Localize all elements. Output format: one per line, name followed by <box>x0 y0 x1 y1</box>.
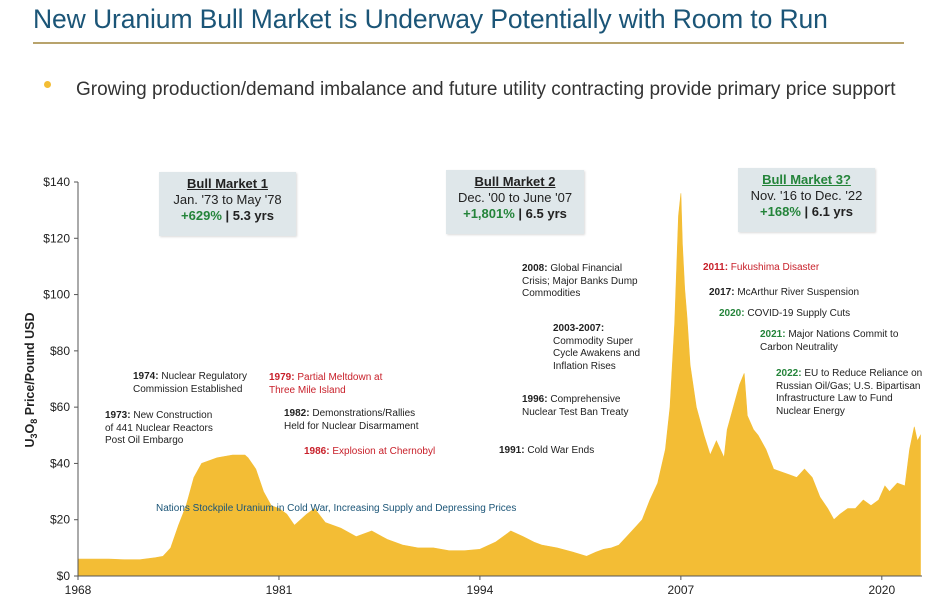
x-tick-label: 2007 <box>668 583 695 597</box>
bull-market-1-duration: 5.3 yrs <box>232 208 274 223</box>
bull-market-2-sep: | <box>514 206 526 221</box>
y-axis-label-rest: Price/Pound USD <box>23 312 37 418</box>
page-title: New Uranium Bull Market is Underway Pote… <box>33 4 828 34</box>
annotation-2003-2007-year: 2003-2007: <box>553 323 605 334</box>
annotation-1986-year: 1986: <box>304 446 330 457</box>
bull-market-1-gain: +629% <box>181 208 222 223</box>
annotation-2008-year: 2008: <box>522 263 548 274</box>
bull-market-1-dates: Jan. '73 to May '78 <box>173 192 282 207</box>
annotation-1974-year: 1974: <box>133 371 159 382</box>
y-axis-label-sub8: 8 <box>29 419 39 424</box>
bull-market-1-title: Bull Market 1 <box>187 176 268 191</box>
annotation-2011: 2011: Fukushima Disaster <box>703 262 819 275</box>
bull-market-2-duration: 6.5 yrs <box>525 206 567 221</box>
annotation-2022: 2022: EU to Reduce Reliance on Russian O… <box>776 368 922 418</box>
annotation-1991: 1991: Cold War Ends <box>499 445 594 458</box>
y-axis-label-sub3: 3 <box>29 433 39 438</box>
x-tick-label: 2020 <box>868 583 895 597</box>
annotation-1991-year: 1991: <box>499 445 525 456</box>
annotation-1973-year: 1973: <box>105 410 131 421</box>
y-tick-label: $60 <box>50 400 70 414</box>
axis-layer: $0 $20 $40 $60 $80 $100 $120 $140 1968 1981 1994 20… <box>43 175 922 597</box>
bull-market-3-gain: +168% <box>760 204 801 219</box>
y-tick-label: $20 <box>50 513 70 527</box>
y-tick-label: $40 <box>50 456 70 470</box>
y-tick-label: $140 <box>43 175 70 189</box>
annotation-2020: 2020: COVID-19 Supply Cuts <box>719 308 850 321</box>
stockpile-note: Nations Stockpile Uranium in Cold War, I… <box>156 503 517 514</box>
annotation-1996-text: Comprehensive Nuclear Test Ban Treaty <box>522 394 629 418</box>
annotation-2017: 2017: McArthur River Suspension <box>709 287 859 300</box>
bull-market-2-gain: +1,801% <box>463 206 515 221</box>
y-tick-label: $80 <box>50 344 70 358</box>
bull-market-2-dates: Dec. '00 to June '07 <box>457 190 573 205</box>
bull-market-3-sep: | <box>800 204 812 219</box>
annotation-2017-year: 2017: <box>709 287 735 298</box>
annotation-2017-text: McArthur River Suspension <box>734 287 860 298</box>
x-tick-label: 1994 <box>467 583 494 597</box>
annotation-2022-text: EU to Reduce Reliance on Russian Oil/Gas… <box>776 368 923 417</box>
annotation-1973-text: New Construction of 441 Nuclear Reactors… <box>105 410 213 446</box>
bull-market-1-box: Bull Market 1 Jan. '73 to May '78 +629% … <box>159 172 296 236</box>
bull-market-2-box: Bull Market 2 Dec. '00 to June '07 +1,80… <box>446 170 584 234</box>
y-axis-label-o: O <box>23 423 37 433</box>
x-tick-label: 1968 <box>65 583 92 597</box>
bullet-dot-icon <box>44 81 51 88</box>
annotation-2003-2007-text: Commodity Super Cycle Awakens and Inflat… <box>553 335 641 372</box>
y-tick-label: $100 <box>43 288 70 302</box>
annotation-1996: 1996: Comprehensive Nuclear Test Ban Tre… <box>522 394 629 419</box>
bull-market-3-dates: Nov. '16 to Dec. '22 <box>750 188 863 203</box>
annotation-2021: 2021: Major Nations Commit to Carbon Neu… <box>760 329 898 354</box>
bull-market-1-sep: | <box>221 208 233 223</box>
annotation-1996-year: 1996: <box>522 394 548 405</box>
y-axis-label: U3O8 Price/Pound USD <box>23 312 39 447</box>
annotation-2008: 2008: Global Financial Crisis; Major Ban… <box>522 263 638 301</box>
y-axis-label-u: U <box>23 439 37 448</box>
annotation-2020-year: 2020: <box>719 308 745 319</box>
annotation-1974: 1974: Nuclear Regulatory Commission Esta… <box>133 371 247 396</box>
annotation-1982-text: Demonstrations/Rallies Held for Nuclear … <box>284 408 419 432</box>
bull-market-3-title: Bull Market 3? <box>762 172 851 187</box>
annotation-2021-text: Major Nations Commit to Carbon Neutralit… <box>760 329 899 353</box>
x-tick-label: 1981 <box>266 583 293 597</box>
annotation-2020-text: COVID-19 Supply Cuts <box>744 308 851 319</box>
title-divider <box>33 42 904 44</box>
bull-market-2-title: Bull Market 2 <box>474 174 556 189</box>
annotation-2008-text: Global Financial Crisis; Major Banks Dum… <box>522 263 638 299</box>
annotation-1973: 1973: New Construction of 441 Nuclear Re… <box>105 410 213 448</box>
annotation-2022-year: 2022: <box>776 368 802 379</box>
annotation-2003-2007: 2003-2007: Commodity Super Cycle Awakens… <box>553 323 640 373</box>
annotation-1982: 1982: Demonstrations/Rallies Held for Nu… <box>284 408 419 433</box>
price-area <box>77 193 921 577</box>
annotation-1979-text: Partial Meltdown at Three Mile Island <box>269 372 383 396</box>
bull-market-3-box: Bull Market 3? Nov. '16 to Dec. '22 +168… <box>738 168 875 232</box>
subtitle: Growing production/demand imbalance and … <box>76 79 896 100</box>
annotation-1982-year: 1982: <box>284 408 310 419</box>
annotation-2021-year: 2021: <box>760 329 786 340</box>
annotation-1979-year: 1979: <box>269 372 295 383</box>
annotation-2011-text: Fukushima Disaster <box>728 262 820 273</box>
area-layer <box>77 193 921 577</box>
bull-market-3-duration: 6.1 yrs <box>811 204 853 219</box>
y-tick-label: $120 <box>43 231 70 245</box>
annotation-1986-text: Explosion at Chernobyl <box>329 446 436 457</box>
annotation-1991-text: Cold War Ends <box>524 445 595 456</box>
y-tick-label: $0 <box>57 569 71 583</box>
annotation-1974-text: Nuclear Regulatory Commission Establishe… <box>133 371 247 395</box>
annotation-1986: 1986: Explosion at Chernobyl <box>304 446 435 459</box>
annotation-2011-year: 2011: <box>703 262 729 273</box>
annotation-1979: 1979: Partial Meltdown at Three Mile Isl… <box>269 372 382 397</box>
